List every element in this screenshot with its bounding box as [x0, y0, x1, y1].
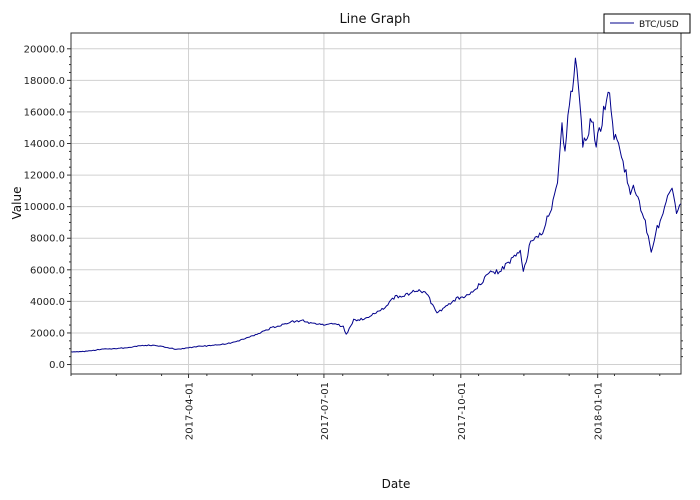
x-tick-label: 2017-04-01 — [185, 382, 196, 440]
series-line-0 — [70, 57, 682, 353]
x-tick-label: 2017-10-01 — [457, 382, 468, 440]
x-tick-label: 2017-07-01 — [320, 382, 331, 440]
y-axis-title: Value — [10, 187, 24, 220]
y-tick-label: 18000.0 — [24, 76, 65, 87]
plot-frame — [70, 32, 682, 375]
y-tick-label: 8000.0 — [30, 234, 65, 245]
y-tick-label: 20000.0 — [24, 44, 65, 55]
y-tick-label: 6000.0 — [30, 265, 65, 276]
y-tick-label: 14000.0 — [24, 139, 65, 150]
y-tick-label: 4000.0 — [30, 297, 65, 308]
x-tick-label: 2018-01-01 — [594, 382, 605, 440]
y-tick-label: 12000.0 — [24, 171, 65, 182]
x-axis-title: Date — [382, 477, 411, 491]
grid — [71, 33, 681, 374]
series-layer — [70, 57, 682, 353]
axes: 0.0 2000.0 4000.0 6000.0 8000.0 10000.0 12000.… — [24, 44, 683, 440]
y-tick-label: 16000.0 — [24, 107, 65, 118]
y-tick-label: 10000.0 — [24, 202, 65, 213]
legend: BTC/USD — [603, 13, 691, 34]
chart-title: Line Graph — [339, 12, 410, 27]
y-tick-label: 2000.0 — [30, 328, 65, 339]
legend-label: BTC/USD — [639, 20, 679, 30]
y-tick-label: 0.0 — [49, 360, 65, 371]
legend-box — [603, 13, 691, 34]
